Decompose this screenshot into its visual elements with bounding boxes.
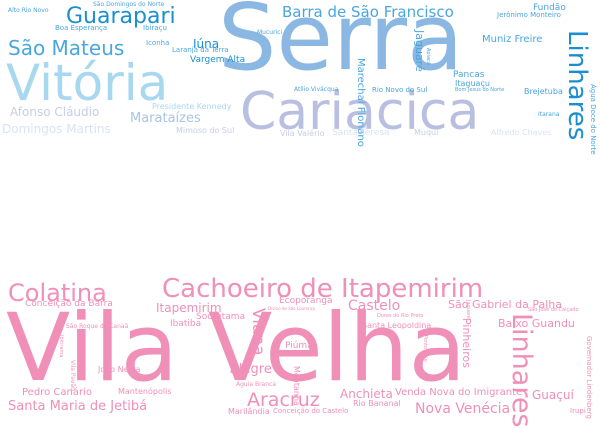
bottom_cloud-word-vila-velha: Vila Velha <box>6 294 467 403</box>
bottom_cloud-word-conceicao-do-castelo: Conceição do Castelo <box>273 407 349 415</box>
bottom_cloud-word-montanha: Montanha <box>292 366 301 406</box>
bottom_cloud-word-castelo: Castelo <box>348 298 401 314</box>
bottom_cloud-word-piuma: Piúma <box>285 341 313 351</box>
bottom_cloud-word-venda-nova-do-imigrante: Venda Nova do Imigrante <box>395 387 523 398</box>
bottom_cloud-word-dores-do-rio-preto: Dores do Rio Preto <box>377 313 424 319</box>
top_cloud-word-iuna: Iúna <box>193 37 220 51</box>
bottom_cloud-word-aguia-branca: Águia Branca <box>236 381 277 388</box>
top_cloud-word-iconha: Iconha <box>146 39 170 47</box>
top_cloud-word-mucurici: Mucurici <box>257 29 283 36</box>
top_cloud-word-brejetuba: Brejetuba <box>524 87 563 96</box>
bottom_cloud-word-irupi: Irupi <box>570 407 586 415</box>
bottom_cloud-word-linhares: Linhares <box>506 313 537 428</box>
top_cloud-word-pancas: Pancas <box>453 70 485 80</box>
bottom_cloud-word-mantenopolis: Mantenópolis <box>118 387 172 396</box>
top_cloud-word-jaguare: Jaguaré <box>413 30 426 72</box>
bottom_cloud-word-anchieta: Anchieta <box>340 387 393 401</box>
bottom_cloud-word-santa-leopoldina: Santa Leopoldina <box>362 321 432 330</box>
top_cloud-word-alfredo-chaves: Alfredo Chaves <box>491 128 552 137</box>
bottom_cloud-word-sooretama: Sooretama <box>196 312 246 322</box>
bottom_cloud-word-pinheiros: Pinheiros <box>460 318 473 368</box>
bottom_cloud-word-ecoporanga: Ecoporanga <box>279 296 333 306</box>
top_cloud-word-barra-de-sao-francisco: Barra de São Francisco <box>282 3 454 21</box>
bottom_cloud-word-sao-roque-do-canaa: São Roque do Canaã <box>66 323 129 330</box>
bottom_cloud-word-colatina: Colatina <box>8 279 107 307</box>
top_cloud-word-sao-mateus: São Mateus <box>8 36 125 60</box>
bottom_cloud-word-santa-maria-de-jetiba: Santa Maria de Jetibá <box>8 399 148 414</box>
bottom_cloud-word-sao-jose-do-calcado: São José do Calçado <box>528 307 579 313</box>
bottom_cloud-word-vila-pavao: Vila Pavão <box>69 360 76 391</box>
bottom_cloud-word-divino-de-sao-lourenco: Divino de São Lourenço <box>268 306 316 311</box>
bottom_cloud-word-jaguare: Jaguaré <box>465 300 471 319</box>
top_cloud-word-presidente-kennedy: Presidente Kennedy <box>152 102 232 111</box>
bottom_cloud-word-nova-venecia: Nova Venécia <box>415 401 511 417</box>
top_cloud-word-santa-teresa: Santa Teresa <box>332 128 390 138</box>
top_cloud-word-alto-rio-novo: Alto Rio Novo <box>8 7 49 14</box>
bottom_cloud-word-joao-neiva: João Neiva <box>98 365 141 374</box>
bottom_cloud-word-conceicao-da-barra: Conceição da Barra <box>25 299 113 309</box>
bottom_cloud-word-cachoeiro-de-itapemirim: Cachoeiro de Itapemirim <box>162 274 484 304</box>
top_cloud-word-vitoria: Vitória <box>6 54 169 112</box>
top_cloud-word-cariacica: Cariacica <box>240 82 480 142</box>
bottom_cloud-word-viana: Viana <box>248 308 268 356</box>
top_cloud-word-sao-domingos-do-norte: São Domingos do Norte <box>93 1 165 8</box>
bottom_cloud-word-ponto-belo: Ponto Belo <box>422 335 428 362</box>
top_cloud-word-bom-jesus-do-norte: Bom Jesus do Norte <box>455 87 505 93</box>
bottom_cloud-word-governador-lindenberg: Governador Lindenberg <box>585 336 593 419</box>
top_cloud-word-vila-valerio: Vila Valério <box>280 129 325 138</box>
bottom_cloud-word-marilandia: Marilândia <box>228 407 270 416</box>
bottom_cloud-word-ibitirama: Ibitirama <box>58 335 64 358</box>
top_cloud-word-serra: Serra <box>218 0 464 91</box>
bottom_cloud-word-ibatiba: Ibatiba <box>170 319 202 329</box>
top_cloud-word-marataizes: Marataízes <box>130 111 201 126</box>
bottom_cloud-word-rio-bananal: Rio Bananal <box>353 399 401 408</box>
top_cloud-word-fundao: Fundão <box>533 3 566 13</box>
top_cloud-word-vargem-alta: Vargem Alta <box>190 55 246 65</box>
top_cloud-word-apiaca: Apiacá <box>425 48 431 65</box>
bottom_cloud-word-alegre: Alegre <box>230 362 272 377</box>
top_cloud-word-laranja-da-terra: Laranja da Terra <box>172 46 229 54</box>
top_cloud-word-domingos-martins: Domingos Martins <box>2 122 111 136</box>
bottom_cloud-word-itapemirim: Itapemirim <box>156 301 222 315</box>
top_cloud-word-itaguacu: Itaguaçu <box>455 79 490 88</box>
top_cloud-word-rio-novo-do-sul: Rio Novo do Sul <box>372 86 428 94</box>
top_cloud-word-boa-esperanca: Boa Esperança <box>55 24 108 32</box>
top_cloud-word-jeronimo-monteiro: Jerônimo Monteiro <box>497 11 561 19</box>
top_cloud-word-ibiracu: Ibiraçu <box>143 24 167 32</box>
top_cloud-word-muniz-freire: Muniz Freire <box>482 34 543 45</box>
top_cloud-word-itarana: Itarana <box>538 111 560 118</box>
bottom_cloud-word-pedro-canario: Pedro Canário <box>22 387 92 398</box>
top_cloud-word-guarapari: Guarapari <box>66 4 176 29</box>
top_cloud-word-mimoso-do-sul: Mimoso do Sul <box>176 126 235 135</box>
bottom_cloud-word-baixo-guandu: Baixo Guandu <box>498 317 575 330</box>
top_cloud-word-afonso-claudio: Afonso Cláudio <box>10 105 100 119</box>
bottom_cloud-word-aracruz: Aracruz <box>247 389 320 411</box>
bottom_cloud-word-sao-gabriel-da-palha: São Gabriel da Palha <box>448 298 562 311</box>
top_cloud-word-linhares: Linhares <box>562 30 592 141</box>
top_cloud-word-muqui: Muqui <box>414 128 439 137</box>
bottom_cloud-word-guacui: Guaçuí <box>532 388 574 402</box>
top_cloud-word-atilio-vivacqua: Atílio Vivácqua <box>294 86 339 93</box>
top_cloud-word-agua-doce-do-norte: Água Doce do Norte <box>589 84 597 155</box>
